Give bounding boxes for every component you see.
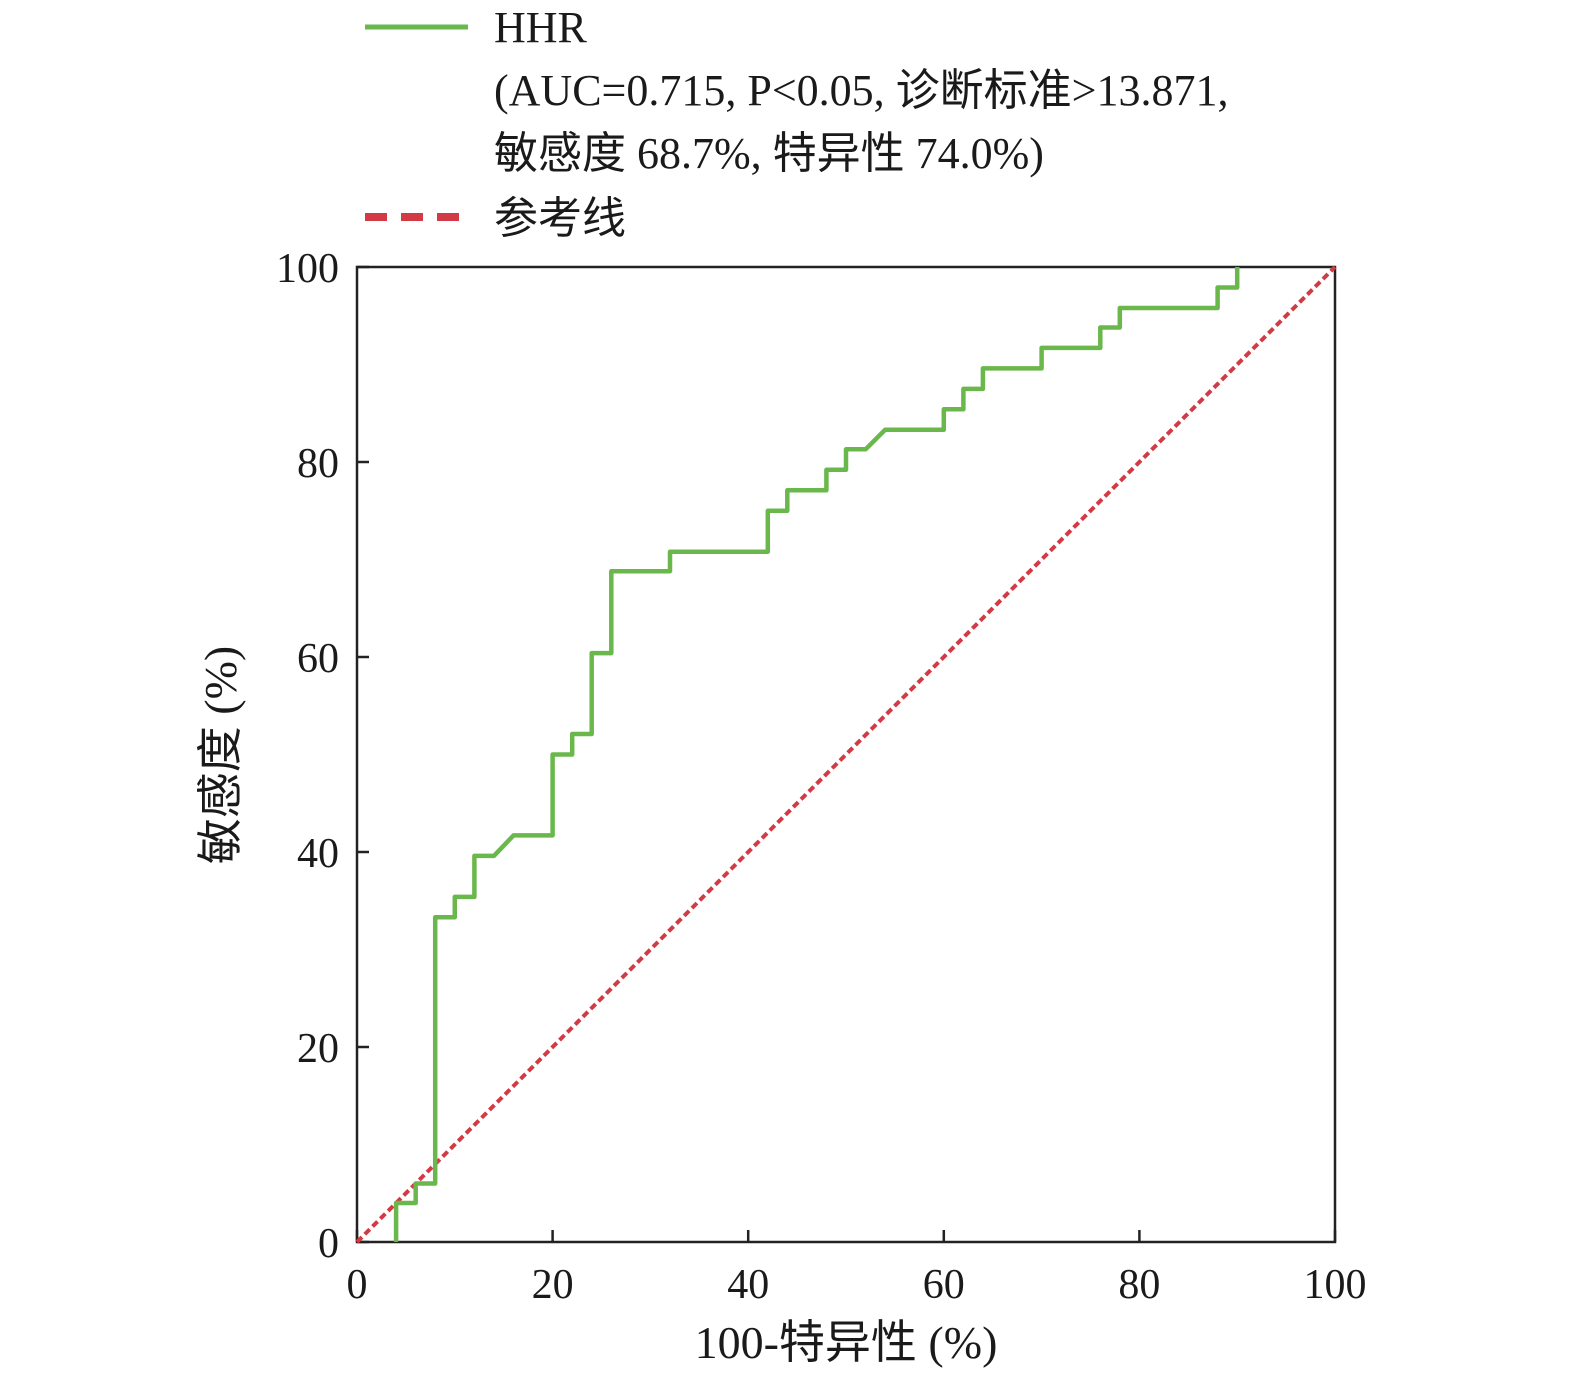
series-reference-line — [355, 265, 1337, 1244]
series-hhr-roc-curve — [393, 267, 1240, 1242]
legend-label-hhr: HHR — [494, 3, 588, 52]
x-tick-label: 20 — [532, 1262, 574, 1308]
legend-detail-line-2: 敏感度 68.7%, 特异性 74.0%) — [494, 129, 1044, 178]
y-tick-label: 80 — [297, 441, 339, 487]
x-axis-title: 100-特异性 (%) — [695, 1317, 998, 1368]
y-tick-label: 100 — [276, 246, 339, 292]
y-axis-title: 敏感度 (%) — [195, 646, 246, 864]
legend: HHR (AUC=0.715, P<0.05, 诊断标准>13.871, 敏感度… — [365, 3, 1228, 243]
x-tick-label: 100 — [1304, 1262, 1367, 1308]
y-axis-ticks — [357, 265, 369, 1244]
series-layer — [355, 265, 1337, 1244]
x-tick-label: 80 — [1118, 1262, 1160, 1308]
y-tick-label: 60 — [297, 636, 339, 682]
x-axis-ticks — [355, 1230, 1337, 1242]
y-tick-label: 20 — [297, 1026, 339, 1072]
x-tick-label: 0 — [347, 1262, 368, 1308]
plot-frame — [355, 265, 1337, 1244]
y-axis-tick-labels: 0 20 40 60 80 100 — [276, 246, 339, 1267]
legend-label-reference: 参考线 — [494, 194, 626, 243]
legend-detail-line-1: (AUC=0.715, P<0.05, 诊断标准>13.871, — [494, 66, 1228, 115]
y-tick-label: 40 — [297, 831, 339, 877]
x-axis-tick-labels: 0 20 40 60 80 100 — [347, 1262, 1367, 1308]
y-tick-label: 0 — [318, 1221, 339, 1267]
x-tick-label: 60 — [923, 1262, 965, 1308]
x-tick-label: 40 — [727, 1262, 769, 1308]
